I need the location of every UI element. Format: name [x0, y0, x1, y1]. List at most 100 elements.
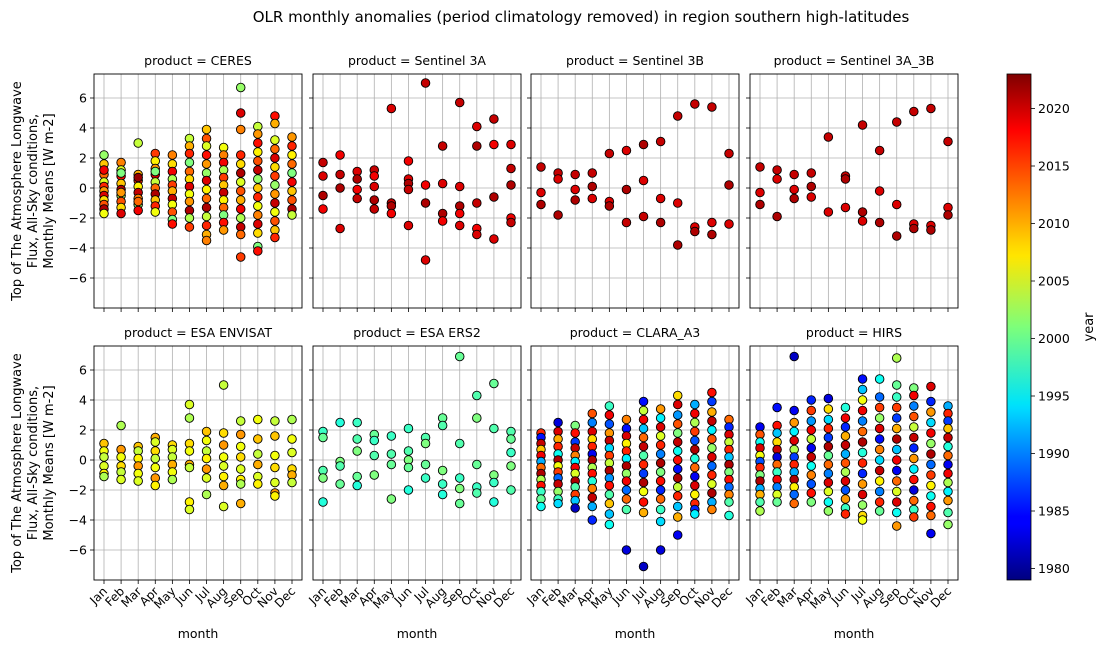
data-point: [655, 458, 666, 468]
data-point: [789, 435, 799, 446]
colorbar-tick-label: 2010: [1038, 216, 1070, 231]
y-tick-label: −2: [69, 211, 87, 226]
data-point: [352, 193, 362, 204]
data-point: [857, 500, 868, 510]
data-point: [506, 434, 516, 444]
data-point: [218, 225, 229, 235]
data-point: [672, 512, 683, 522]
data-point: [724, 510, 734, 521]
y-tick-label: 6: [79, 363, 87, 378]
data-point: [891, 392, 902, 402]
data-point: [672, 390, 683, 401]
data-point: [437, 178, 448, 189]
data-point: [857, 416, 868, 426]
data-point: [655, 485, 666, 495]
data-point: [891, 380, 902, 390]
data-point: [638, 175, 649, 186]
data-point: [755, 199, 765, 210]
data-point: [235, 452, 246, 462]
data-point: [874, 497, 885, 507]
data-point: [638, 507, 649, 518]
data-point: [638, 468, 649, 479]
data-point: [287, 210, 297, 220]
data-point: [638, 450, 649, 461]
y-tick-label: 4: [79, 393, 87, 408]
data-point: [116, 168, 126, 178]
data-point: [587, 168, 598, 178]
colorbar-tick-label: 1980: [1038, 561, 1070, 576]
data-point: [506, 447, 516, 458]
data-point: [655, 193, 666, 204]
x-tick-label: Dec: [928, 584, 954, 610]
data-point: [99, 452, 109, 462]
data-point: [909, 106, 919, 117]
data-point: [891, 231, 902, 241]
data-point: [909, 453, 919, 464]
data-point: [672, 473, 683, 483]
data-point: [184, 504, 195, 515]
data-point: [201, 453, 212, 464]
data-point: [891, 117, 902, 127]
data-point: [235, 213, 246, 223]
data-point: [926, 407, 936, 417]
data-point: [621, 476, 632, 486]
data-point: [604, 498, 615, 509]
data-point: [638, 441, 649, 452]
data-point: [253, 201, 263, 211]
data-point: [690, 480, 700, 491]
data-point: [369, 470, 380, 480]
data-point: [235, 252, 246, 262]
data-point: [857, 458, 868, 468]
data-point: [587, 408, 598, 419]
data-point: [218, 471, 229, 482]
facet-panel-2: product = Sentinel 3A: [309, 53, 522, 312]
data-point: [840, 202, 851, 213]
data-point: [707, 470, 717, 480]
data-point: [806, 470, 817, 480]
data-point: [403, 156, 414, 166]
data-point: [690, 426, 700, 437]
data-point: [806, 443, 817, 453]
data-point: [201, 426, 212, 437]
figure-title: OLR monthly anomalies (period climatolog…: [253, 8, 910, 26]
data-point: [489, 192, 499, 202]
data-point: [184, 222, 195, 232]
y-axis-label-top-line-3: Monthly Means [W m-2]: [42, 113, 57, 268]
data-point: [235, 479, 246, 489]
data-point: [604, 419, 615, 429]
data-point: [150, 437, 161, 447]
data-point: [789, 184, 799, 195]
data-point: [420, 438, 431, 449]
data-point: [891, 465, 902, 476]
data-point: [857, 374, 868, 384]
data-point: [369, 450, 380, 461]
data-point: [604, 401, 615, 411]
data-point: [806, 452, 817, 462]
data-point: [270, 416, 280, 426]
data-point: [943, 495, 953, 506]
data-point: [823, 423, 834, 434]
data-point: [454, 438, 465, 449]
data-point: [943, 441, 953, 452]
data-point: [472, 459, 482, 470]
data-point: [150, 462, 161, 473]
data-point: [806, 497, 817, 507]
data-point: [437, 216, 448, 226]
data-point: [707, 452, 717, 462]
data-point: [218, 501, 229, 512]
data-point: [840, 422, 851, 432]
data-point: [909, 422, 919, 432]
data-point: [857, 207, 868, 217]
data-point: [943, 486, 953, 497]
x-tick-label: Jun: [828, 584, 852, 608]
y-tick-label: −4: [69, 241, 87, 256]
data-point: [823, 459, 834, 470]
data-point: [437, 141, 448, 151]
data-point: [621, 545, 632, 555]
data-point: [926, 438, 936, 449]
data-point: [235, 498, 246, 509]
data-point: [201, 175, 212, 186]
data-point: [655, 404, 666, 414]
data-point: [235, 464, 246, 474]
